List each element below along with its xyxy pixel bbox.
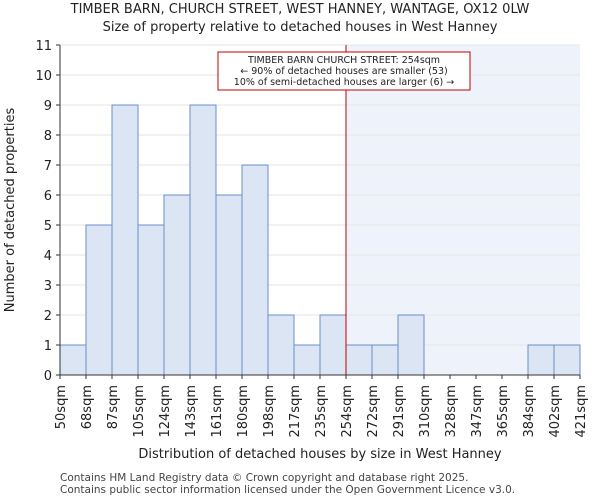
- x-tick-label: 235sqm: [314, 385, 329, 438]
- y-tick-label: 9: [44, 99, 52, 114]
- bar: [293, 344, 321, 376]
- x-tick-label: 347sqm: [470, 385, 485, 438]
- annotation-line2: ← 90% of detached houses are smaller (53…: [240, 66, 447, 77]
- bar: [137, 224, 165, 376]
- bar: [111, 104, 139, 376]
- bars-group: [59, 104, 581, 376]
- y-axis-label: Number of detached properties: [3, 108, 18, 313]
- y-tick-label: 4: [44, 249, 52, 264]
- bar: [241, 164, 269, 376]
- footer-line1: Contains HM Land Registry data © Crown c…: [60, 472, 469, 484]
- x-tick-label: 291sqm: [392, 385, 407, 438]
- x-tick-label: 161sqm: [210, 385, 225, 438]
- x-tick-label: 68sqm: [80, 385, 95, 429]
- x-tick-label: 384sqm: [522, 385, 537, 438]
- x-tick-label: 421sqm: [574, 385, 589, 438]
- x-tick-label: 272sqm: [366, 385, 381, 438]
- x-tick-label: 124sqm: [158, 385, 173, 438]
- x-tick-label: 143sqm: [184, 385, 199, 438]
- annotation-box: TIMBER BARN CHURCH STREET: 254sqm ← 90% …: [217, 51, 471, 91]
- y-tick-label: 8: [44, 129, 52, 144]
- y-tick-label: 7: [44, 159, 52, 174]
- y-tick-label: 1: [44, 339, 52, 354]
- bar: [267, 314, 295, 376]
- chart-title-line2: Size of property relative to detached ho…: [102, 20, 498, 35]
- bar: [189, 104, 217, 376]
- histogram-chart: 0 1 2 3 4 5 6 7 8 9 10 11 50sqm 68sqm 87sqm 105sqm 124s…: [3, 39, 589, 462]
- bar: [59, 344, 87, 376]
- x-axis-label: Distribution of detached houses by size …: [138, 447, 502, 462]
- y-tick-label: 11: [35, 39, 52, 54]
- x-tick-label: 254sqm: [340, 385, 355, 438]
- y-tick-label: 0: [44, 369, 52, 384]
- y-tick-label: 6: [44, 189, 52, 204]
- x-tick-label: 180sqm: [236, 385, 251, 438]
- bar: [371, 344, 399, 376]
- x-tick-label: 87sqm: [106, 385, 121, 429]
- x-tick-label: 50sqm: [54, 385, 69, 429]
- x-tick-labels: 50sqm 68sqm 87sqm 105sqm 124sqm 143sqm 161sqm 1…: [54, 375, 589, 438]
- x-tick-label: 310sqm: [418, 385, 433, 438]
- bar: [319, 314, 347, 376]
- bar: [345, 344, 373, 376]
- y-tick-label: 10: [35, 69, 52, 84]
- chart-title-line1: TIMBER BARN, CHURCH STREET, WEST HANNEY,…: [70, 2, 530, 17]
- bar: [215, 194, 243, 376]
- y-tick-label: 2: [44, 309, 52, 324]
- bar: [553, 344, 581, 376]
- footer-line2: Contains public sector information licen…: [60, 484, 516, 496]
- x-tick-label: 198sqm: [262, 385, 277, 438]
- bar: [527, 344, 555, 376]
- y-tick-labels: 0 1 2 3 4 5 6 7 8 9 10 11: [35, 39, 60, 384]
- x-tick-label: 402sqm: [548, 385, 563, 438]
- annotation-line3: 10% of semi-detached houses are larger (…: [234, 77, 454, 88]
- y-tick-label: 5: [44, 219, 52, 234]
- y-tick-label: 3: [44, 279, 52, 294]
- x-tick-label: 217sqm: [288, 385, 303, 438]
- bar: [163, 194, 191, 376]
- x-tick-label: 328sqm: [444, 385, 459, 438]
- bar: [85, 224, 113, 376]
- annotation-border: [217, 51, 471, 91]
- x-tick-label: 365sqm: [496, 385, 511, 438]
- annotation-line1: TIMBER BARN CHURCH STREET: 254sqm: [247, 55, 440, 66]
- bar: [397, 314, 425, 376]
- x-tick-label: 105sqm: [132, 385, 147, 438]
- highlight-region: [346, 45, 580, 375]
